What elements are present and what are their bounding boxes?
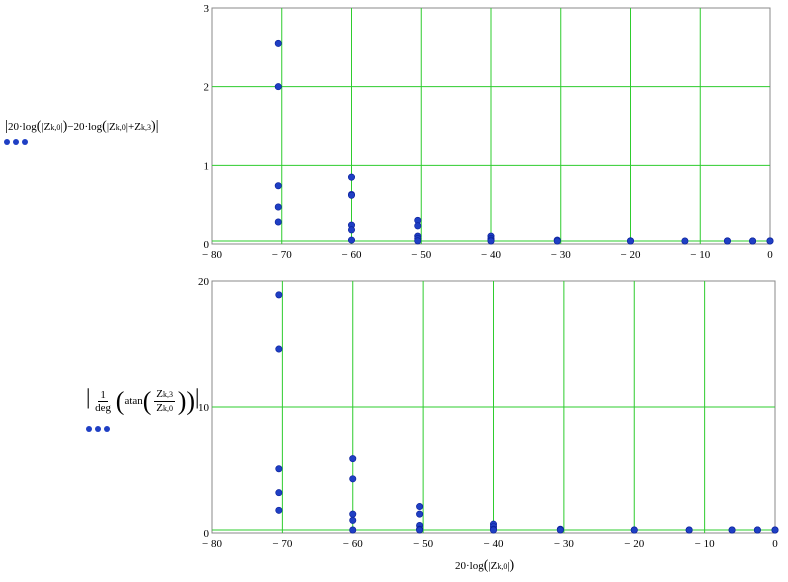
placeholder-dot: [13, 139, 19, 145]
data-point: [723, 237, 731, 245]
bottom-plot: − 80 − 70 − 60 − 50 − 40 − 30 − 20 − 10 0 0 10 20: [198, 276, 779, 550]
placeholder-dot: [95, 426, 101, 432]
placeholder-dot: [4, 139, 10, 145]
x-tick-label: − 20: [621, 249, 641, 261]
data-point: [556, 526, 564, 534]
x-tick-label: 0: [767, 249, 773, 261]
x-tick-label: − 50: [411, 249, 431, 261]
one-over-deg-fraction: 1 deg: [95, 388, 112, 414]
data-point: [275, 465, 283, 473]
data-point: [275, 506, 283, 514]
data-point: [349, 475, 357, 483]
y-tick-label: 0: [204, 528, 210, 540]
x-tick-label: − 30: [554, 538, 574, 550]
data-point: [416, 503, 424, 511]
x-tick-label: − 60: [343, 538, 363, 550]
data-point: [347, 236, 355, 244]
data-point: [487, 237, 495, 245]
data-point: [553, 237, 561, 245]
x-tick-label: − 50: [413, 538, 433, 550]
data-point: [681, 237, 689, 245]
x-tick-label: − 80: [202, 249, 222, 261]
data-point: [416, 510, 424, 518]
y-tick-label: 10: [198, 402, 210, 414]
data-point: [749, 237, 757, 245]
data-point: [275, 291, 283, 299]
data-point: [630, 526, 638, 534]
data-point: [414, 222, 422, 230]
x-tick-label: − 70: [272, 538, 292, 550]
x-tick-label: − 30: [551, 249, 571, 261]
data-point: [349, 455, 357, 463]
data-point: [275, 489, 283, 497]
bottom-label-placeholder-dots[interactable]: [86, 426, 110, 432]
x-tick-label: − 20: [624, 538, 644, 550]
data-point: [274, 203, 282, 211]
data-point: [685, 526, 693, 534]
data-point: [275, 345, 283, 353]
data-point: [349, 526, 357, 534]
data-point: [414, 237, 422, 245]
top-plot: − 80 − 70 − 60 − 50 − 40 − 30 − 20 − 10 0 0 1 2 3: [202, 3, 774, 261]
x-tick-label: − 40: [481, 249, 501, 261]
y-tick-label: 3: [204, 3, 210, 15]
placeholder-dot: [86, 426, 92, 432]
data-point: [489, 526, 497, 534]
placeholder-dot: [22, 139, 28, 145]
data-point: [274, 83, 282, 91]
data-point: [753, 526, 761, 534]
bottom-y-axis-label: | 1 deg (atan( Zk,3 Zk,0 ))|: [86, 384, 200, 416]
x-tick-label: 0: [772, 538, 778, 550]
z-ratio-fraction: Zk,3 Zk,0: [154, 387, 175, 414]
y-tick-label: 20: [198, 276, 210, 288]
data-point: [349, 516, 357, 524]
x-tick-label: − 60: [342, 249, 362, 261]
x-tick-label: − 10: [695, 538, 715, 550]
data-point: [347, 226, 355, 234]
data-point: [274, 182, 282, 190]
data-point: [274, 218, 282, 226]
y-tick-label: 0: [204, 239, 210, 251]
bottom-x-axis-label: 20·log(|Zk,0|): [455, 558, 515, 573]
x-tick-label: − 80: [202, 538, 222, 550]
x-tick-label: − 70: [272, 249, 292, 261]
data-point: [626, 237, 634, 245]
placeholder-dot: [104, 426, 110, 432]
data-point: [347, 191, 355, 199]
data-point: [728, 526, 736, 534]
y-tick-label: 2: [204, 82, 210, 94]
x-tick-label: − 10: [690, 249, 710, 261]
data-point: [347, 173, 355, 181]
data-point: [766, 237, 774, 245]
data-point: [416, 526, 424, 534]
data-point: [771, 526, 779, 534]
data-point: [274, 39, 282, 47]
data-point: [349, 510, 357, 518]
top-y-axis-label: |20·log(|Zk,0|)−20·log(|Zk,0|+Zk,3)|: [5, 118, 159, 134]
y-tick-label: 1: [204, 160, 210, 172]
top-label-placeholder-dots[interactable]: [4, 139, 28, 145]
x-tick-label: − 40: [484, 538, 504, 550]
